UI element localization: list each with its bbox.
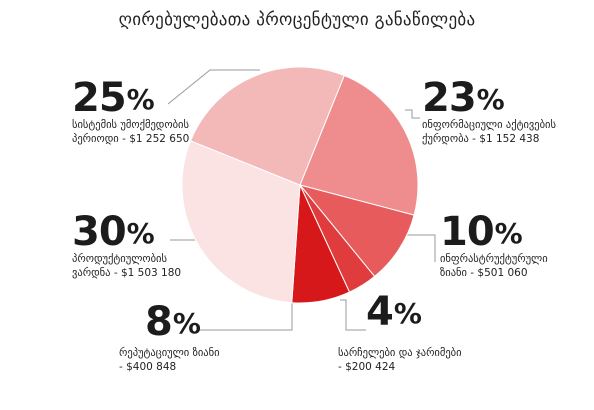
slice-productivity: [181, 140, 301, 304]
label-infrastructure: 10% ინფრასტრუქტურული ზიანი - $501 060: [440, 212, 548, 280]
label-info-theft: 23% ინფორმაციული აქტივების ქურდობა - $1 …: [422, 78, 556, 146]
desc-lawsuits-line1: სარჩელები და ჯარიმები: [338, 347, 462, 359]
leader-infrastructure: [395, 234, 436, 262]
desc-info-theft-line2: ქურდობა - $1 152 438: [422, 133, 540, 145]
leader-lawsuits: [340, 299, 366, 331]
desc-reputation-line1: რეპუტაციული ზიანი: [119, 347, 220, 359]
label-reputation: 8%: [145, 299, 201, 345]
desc-downtime-line2: პერიოდი - $1 252 650: [72, 133, 190, 145]
slice-info-theft: [299, 74, 419, 216]
slice-infrastructure: [298, 184, 415, 278]
desc-info-theft-line1: ინფორმაციული აქტივების: [422, 119, 556, 131]
leader-downtime: [167, 69, 260, 105]
desc-productivity-line2: ვარდნა - $1 503 180: [72, 267, 182, 279]
leader-reputation: [197, 300, 293, 331]
desc-downtime-line1: სისტემის უმოქმედობის: [72, 119, 189, 131]
chart-title: ღირებულებათა პროცენტული განაწილება: [118, 10, 476, 30]
pie-slices: [181, 66, 419, 304]
desc-lawsuits-line2: - $200 424: [338, 361, 396, 373]
label-lawsuits: 4%: [366, 289, 422, 335]
label-reputation-desc: რეპუტაციული ზიანი - $400 848: [119, 346, 220, 374]
pct-info-theft: 23%: [422, 75, 505, 121]
label-productivity: 30% პროდუქტიულობის ვარდნა - $1 503 180: [72, 212, 181, 280]
pct-infrastructure: 10%: [440, 209, 523, 255]
label-downtime: 25% სისტემის უმოქმედობის პერიოდი - $1 25…: [72, 78, 189, 146]
pct-downtime: 25%: [72, 75, 155, 121]
leader-info-theft: [405, 109, 420, 119]
pct-reputation: 8%: [145, 299, 201, 345]
desc-infrastructure-line2: ზიანი - $501 060: [440, 267, 528, 279]
pct-lawsuits: 4%: [366, 289, 422, 335]
slice-downtime: [189, 66, 345, 186]
pct-productivity: 30%: [72, 209, 155, 255]
desc-productivity-line1: პროდუქტიულობის: [72, 253, 167, 265]
desc-infrastructure-line1: ინფრასტრუქტურული: [440, 253, 548, 265]
label-lawsuits-desc: სარჩელები და ჯარიმები - $200 424: [338, 346, 462, 374]
desc-reputation-line2: - $400 848: [119, 361, 177, 373]
